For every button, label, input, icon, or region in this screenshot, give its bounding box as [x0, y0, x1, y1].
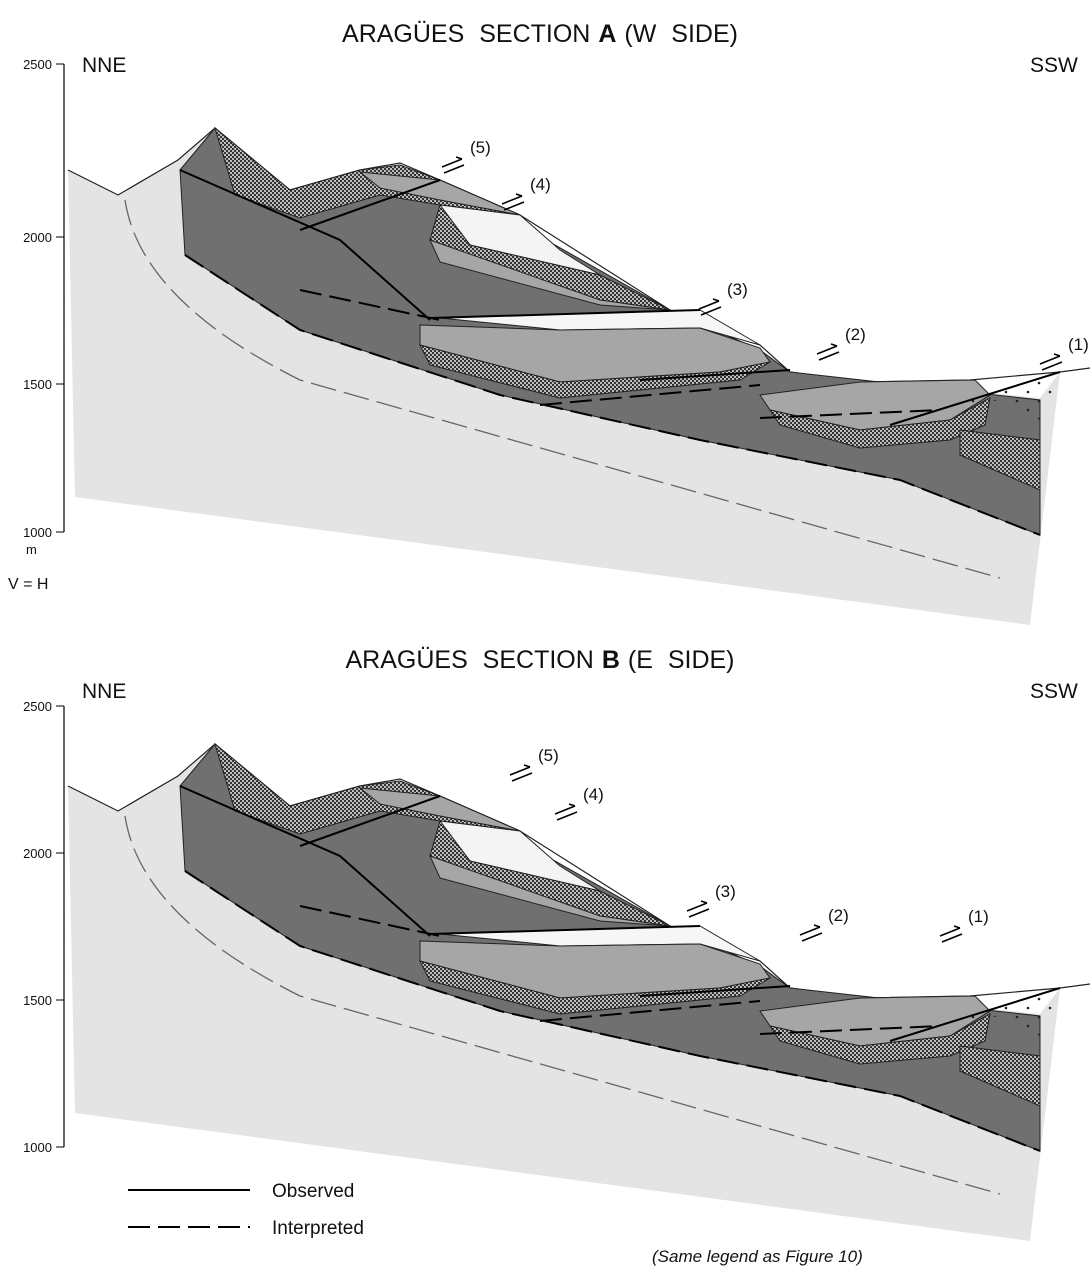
title-text: ARAGÜES SECTION	[345, 646, 593, 674]
legend-label: Observed	[272, 1181, 354, 1202]
fault-label: (4)	[530, 175, 551, 194]
scale-note: V = H	[8, 576, 48, 593]
axis-tick-label: 1500	[23, 993, 52, 1008]
fault-label: (1)	[1068, 335, 1089, 354]
axis-tick-label: 2500	[23, 699, 52, 714]
fault-arrow	[817, 344, 839, 360]
legend-label: Interpreted	[272, 1218, 364, 1239]
title-side: (W SIDE)	[624, 20, 738, 48]
section-b-geology	[68, 744, 1090, 1241]
axis-tick-label: 1000	[23, 1140, 52, 1155]
axis-tick-label: 2000	[23, 230, 52, 245]
fault-label: (2)	[845, 325, 866, 344]
direction-left: NNE	[82, 680, 126, 703]
fault-label: (2)	[828, 906, 849, 925]
section-title: ARAGÜES SECTION A (W SIDE)	[342, 20, 738, 48]
direction-left: NNE	[82, 54, 126, 77]
axis-tick-label: 2000	[23, 846, 52, 861]
fault-arrow	[1040, 354, 1062, 370]
figure: Observed Interpreted (Same legend as Fig…	[0, 0, 1090, 1270]
fault-arrow	[687, 901, 709, 917]
title-side: (E SIDE)	[628, 646, 735, 674]
fault-label: (3)	[715, 882, 736, 901]
axis-tick-label: 1500	[23, 377, 52, 392]
axis-tick-label: 1000	[23, 525, 52, 540]
direction-right: SSW	[1030, 54, 1078, 77]
direction-right: SSW	[1030, 680, 1078, 703]
title-text: ARAGÜES SECTION	[342, 20, 590, 48]
fault-arrow	[502, 194, 524, 210]
fault-label: (1)	[968, 907, 989, 926]
title-letter: A	[598, 20, 616, 48]
fault-label: (3)	[727, 280, 748, 299]
fault-arrow	[442, 157, 464, 173]
note: (Same legend as Figure 10)	[652, 1247, 863, 1266]
fault-arrow	[940, 926, 962, 942]
axis-unit: m	[26, 542, 37, 557]
fault-arrow	[555, 804, 577, 820]
axis-tick-label: 2500	[23, 57, 52, 72]
title-letter: B	[602, 646, 620, 674]
fault-arrow	[510, 765, 532, 781]
fault-label: (4)	[583, 785, 604, 804]
section-a-geology	[68, 128, 1090, 625]
fault-arrow	[800, 925, 822, 941]
fault-label: (5)	[470, 138, 491, 157]
fault-label: (5)	[538, 746, 559, 765]
section-title: ARAGÜES SECTION B (E SIDE)	[345, 646, 734, 674]
